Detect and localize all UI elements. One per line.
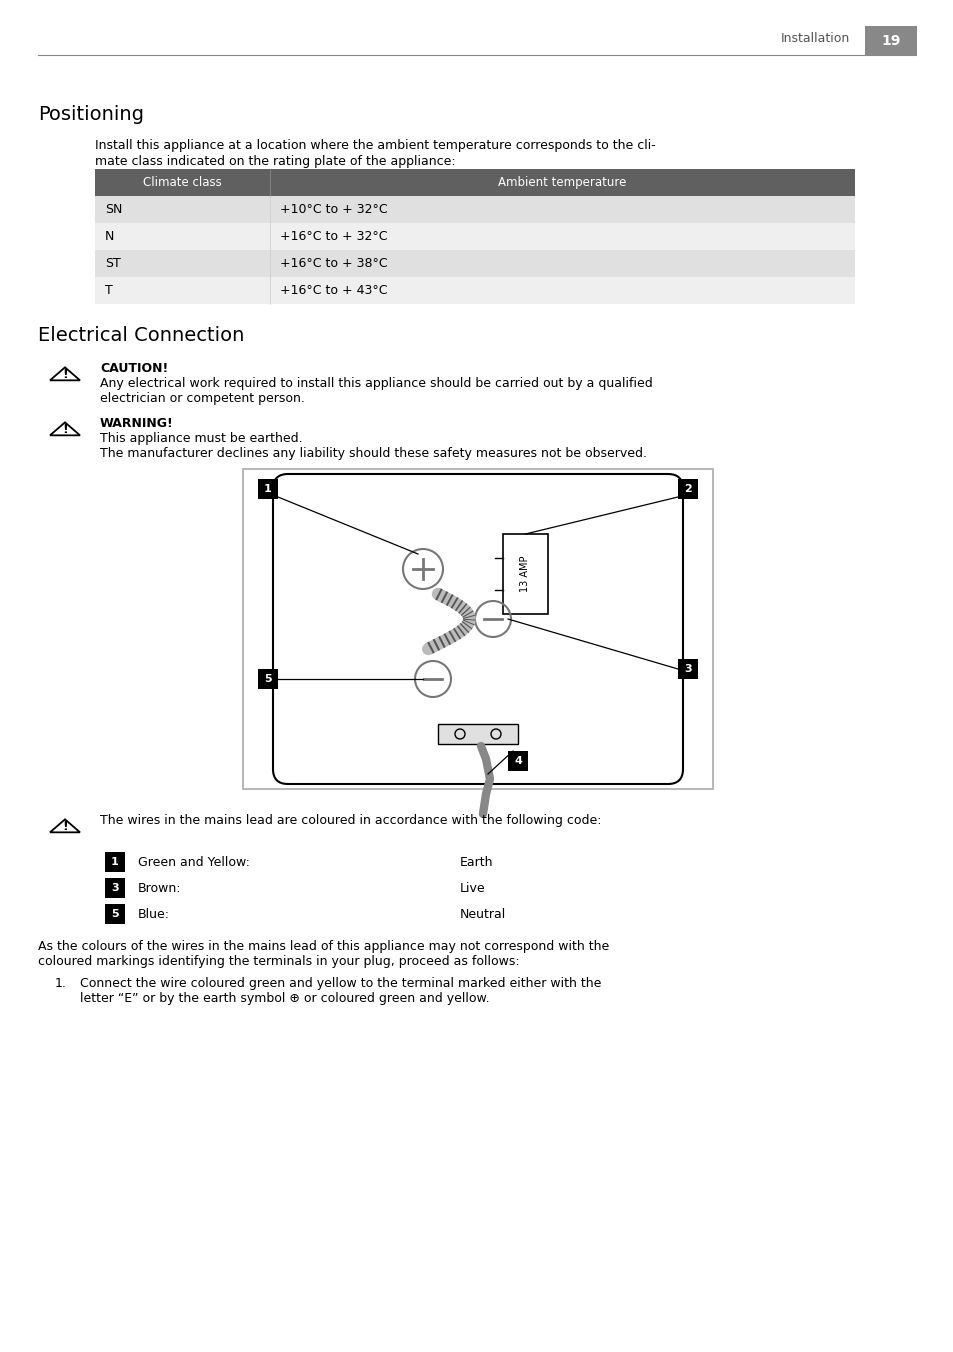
FancyBboxPatch shape xyxy=(864,26,916,55)
Text: 19: 19 xyxy=(881,34,900,49)
Text: As the colours of the wires in the mains lead of this appliance may not correspo: As the colours of the wires in the mains… xyxy=(38,940,609,953)
Text: 2: 2 xyxy=(683,484,691,493)
Text: mate class indicated on the rating plate of the appliance:: mate class indicated on the rating plate… xyxy=(95,155,456,168)
Text: letter “E” or by the earth symbol ⊕ or coloured green and yellow.: letter “E” or by the earth symbol ⊕ or c… xyxy=(80,992,489,1005)
Text: CAUTION!: CAUTION! xyxy=(100,362,168,375)
FancyBboxPatch shape xyxy=(678,658,698,679)
Text: The wires in the mains lead are coloured in accordance with the following code:: The wires in the mains lead are coloured… xyxy=(100,814,601,827)
Text: Brown:: Brown: xyxy=(138,882,181,895)
Text: 3: 3 xyxy=(683,664,691,675)
Text: Any electrical work required to install this appliance should be carried out by : Any electrical work required to install … xyxy=(100,377,652,389)
Text: 1: 1 xyxy=(264,484,272,493)
Text: +16°C to + 43°C: +16°C to + 43°C xyxy=(280,284,387,297)
FancyBboxPatch shape xyxy=(95,250,854,277)
Text: Blue:: Blue: xyxy=(138,907,170,921)
Text: Install this appliance at a location where the ambient temperature corresponds t: Install this appliance at a location whe… xyxy=(95,139,655,151)
FancyBboxPatch shape xyxy=(678,479,698,499)
FancyBboxPatch shape xyxy=(257,669,277,690)
Text: 1: 1 xyxy=(111,857,119,867)
Text: Earth: Earth xyxy=(459,856,493,868)
Text: Ambient temperature: Ambient temperature xyxy=(497,176,626,189)
FancyBboxPatch shape xyxy=(95,169,854,196)
FancyBboxPatch shape xyxy=(105,877,125,898)
FancyBboxPatch shape xyxy=(507,750,527,771)
Text: SN: SN xyxy=(105,203,122,216)
FancyBboxPatch shape xyxy=(437,725,517,744)
FancyBboxPatch shape xyxy=(95,196,854,223)
FancyBboxPatch shape xyxy=(95,277,854,304)
Text: T: T xyxy=(105,284,112,297)
FancyBboxPatch shape xyxy=(243,469,712,790)
Text: electrician or competent person.: electrician or competent person. xyxy=(100,392,305,406)
Text: Positioning: Positioning xyxy=(38,105,144,124)
Text: +16°C to + 38°C: +16°C to + 38°C xyxy=(280,257,387,270)
Text: 4: 4 xyxy=(514,756,521,767)
Text: +10°C to + 32°C: +10°C to + 32°C xyxy=(280,203,387,216)
Text: Installation: Installation xyxy=(780,31,849,45)
FancyBboxPatch shape xyxy=(502,534,547,614)
Text: 3: 3 xyxy=(112,883,119,894)
Text: ST: ST xyxy=(105,257,121,270)
FancyBboxPatch shape xyxy=(273,475,682,784)
Text: Live: Live xyxy=(459,882,485,895)
Text: The manufacturer declines any liability should these safety measures not be obse: The manufacturer declines any liability … xyxy=(100,448,646,460)
FancyBboxPatch shape xyxy=(95,223,854,250)
Text: Electrical Connection: Electrical Connection xyxy=(38,326,244,345)
Text: Connect the wire coloured green and yellow to the terminal marked either with th: Connect the wire coloured green and yell… xyxy=(80,977,600,990)
Text: coloured markings identifying the terminals in your plug, proceed as follows:: coloured markings identifying the termin… xyxy=(38,955,519,968)
Text: 5: 5 xyxy=(112,909,119,919)
FancyBboxPatch shape xyxy=(105,852,125,872)
Text: This appliance must be earthed.: This appliance must be earthed. xyxy=(100,433,302,445)
Text: !: ! xyxy=(62,423,68,437)
Text: !: ! xyxy=(62,821,68,833)
FancyBboxPatch shape xyxy=(257,479,277,499)
Text: Neutral: Neutral xyxy=(459,907,506,921)
Text: Climate class: Climate class xyxy=(143,176,222,189)
Text: !: ! xyxy=(62,368,68,381)
Text: 5: 5 xyxy=(264,675,272,684)
Text: +16°C to + 32°C: +16°C to + 32°C xyxy=(280,230,387,243)
Text: Green and Yellow:: Green and Yellow: xyxy=(138,856,250,868)
Text: 1.: 1. xyxy=(55,977,67,990)
FancyBboxPatch shape xyxy=(105,904,125,923)
Text: 13 AMP: 13 AMP xyxy=(520,556,530,592)
Text: WARNING!: WARNING! xyxy=(100,416,173,430)
Text: N: N xyxy=(105,230,114,243)
